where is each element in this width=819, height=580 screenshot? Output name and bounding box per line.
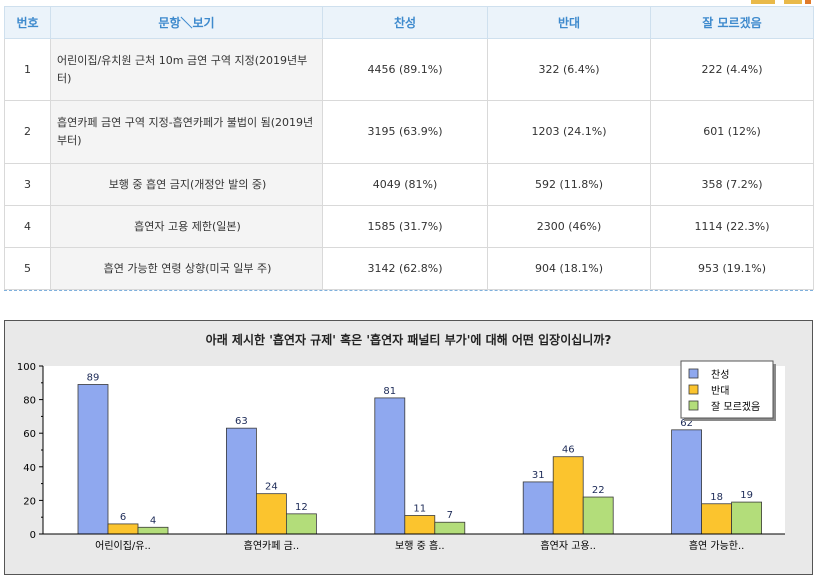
table-row: 3 보행 중 흡연 금지(개정안 발의 중) 4049 (81%) 592 (1… — [4, 163, 814, 206]
bar-value-label: 18 — [710, 492, 723, 503]
table-header-row: 번호 문항＼보기 찬성 반대 잘 모르겠음 — [4, 6, 814, 39]
header-unsure: 잘 모르겠음 — [650, 6, 814, 39]
survey-results-table: 번호 문항＼보기 찬성 반대 잘 모르겠음 1 어린이집/유치원 근처 10m … — [4, 6, 814, 290]
bar-chart: 0 20 40 60 80 100 89 6 4 어린이집/유.. 63 24 12 흡연카페 금.. 81… — [17, 360, 785, 552]
header-disagree: 반대 — [487, 6, 651, 39]
bar-value-label: 22 — [592, 485, 605, 496]
bar — [434, 521, 466, 535]
row-question: 흡연 가능한 연령 상향(미국 일부 주) — [50, 247, 323, 290]
legend-label: 찬성 — [711, 369, 729, 381]
table-row: 5 흡연 가능한 연령 상향(미국 일부 주) 3142 (62.8%) 904… — [4, 247, 814, 290]
bar — [671, 429, 702, 535]
row-unsure: 1114 (22.3%) — [650, 205, 814, 248]
x-category-label: 흡연 가능한.. — [689, 539, 745, 552]
bar — [522, 481, 554, 535]
bar — [255, 493, 287, 535]
row-number: 3 — [4, 163, 51, 206]
row-question: 흡연자 고용 제한(일본) — [50, 205, 323, 248]
bar — [701, 503, 732, 535]
y-tick-label: 0 — [30, 530, 36, 541]
bar — [374, 397, 406, 535]
x-category-label: 어린이집/유.. — [95, 540, 151, 552]
bar — [582, 496, 614, 535]
bar — [285, 513, 317, 535]
bar-value-label: 63 — [235, 416, 248, 427]
bar-value-label: 4 — [150, 515, 156, 526]
bar-value-label: 31 — [532, 470, 545, 481]
bar-value-label: 62 — [680, 418, 693, 429]
x-category-label: 보행 중 흡.. — [395, 539, 445, 552]
y-tick-label: 80 — [23, 396, 36, 407]
chart-title: 아래 제시한 '흡연자 규제' 혹은 '흡연자 패널티 부가'에 대해 어떤 입… — [205, 333, 612, 347]
row-unsure: 222 (4.4%) — [650, 38, 814, 101]
y-tick-label: 20 — [23, 496, 36, 507]
bar — [107, 523, 139, 535]
table-row: 4 흡연자 고용 제한(일본) 1585 (31.7%) 2300 (46%) … — [4, 205, 814, 248]
table-bottom-divider — [4, 290, 813, 291]
corner-decoration — [751, 0, 811, 4]
header-question: 문항＼보기 — [50, 6, 323, 39]
row-agree: 1585 (31.7%) — [322, 205, 488, 248]
row-number: 2 — [4, 100, 51, 164]
bar — [77, 384, 109, 535]
row-unsure: 953 (19.1%) — [650, 247, 814, 290]
row-question: 흡연카페 금연 구역 지정-흡연카페가 불법이 됨(2019년부터) — [50, 100, 323, 164]
legend-swatch — [688, 384, 699, 395]
row-unsure: 358 (7.2%) — [650, 163, 814, 206]
bar — [225, 427, 257, 535]
bar-value-label: 11 — [413, 504, 426, 515]
y-tick-label: 60 — [23, 429, 36, 440]
legend-label: 반대 — [711, 385, 729, 397]
row-agree: 4456 (89.1%) — [322, 38, 488, 101]
row-question: 어린이집/유치원 근처 10m 금연 구역 지정(2019년부터) — [50, 38, 323, 101]
bar-value-label: 12 — [295, 502, 308, 513]
y-tick-label: 40 — [23, 463, 36, 474]
bar-value-label: 19 — [740, 490, 753, 501]
row-disagree: 592 (11.8%) — [487, 163, 651, 206]
bar — [404, 515, 436, 535]
bar-value-label: 7 — [447, 510, 453, 521]
row-agree: 3195 (63.9%) — [322, 100, 488, 164]
row-number: 4 — [4, 205, 51, 248]
bar — [137, 526, 169, 535]
row-number: 1 — [4, 38, 51, 101]
bar-value-label: 24 — [265, 482, 278, 493]
legend-swatch — [688, 368, 699, 379]
row-unsure: 601 (12%) — [650, 100, 814, 164]
x-category-label: 흡연카페 금.. — [244, 539, 300, 552]
table-row: 2 흡연카페 금연 구역 지정-흡연카페가 불법이 됨(2019년부터) 319… — [4, 100, 814, 164]
row-disagree: 1203 (24.1%) — [487, 100, 651, 164]
bar — [731, 501, 762, 535]
row-number: 5 — [4, 247, 51, 290]
legend-label: 잘 모르겠음 — [711, 401, 760, 413]
header-agree: 찬성 — [322, 6, 488, 39]
y-tick-label: 100 — [17, 362, 36, 373]
row-agree: 3142 (62.8%) — [322, 247, 488, 290]
bar — [552, 456, 584, 535]
row-question: 보행 중 흡연 금지(개정안 발의 중) — [50, 163, 323, 206]
bar-value-label: 46 — [562, 445, 575, 456]
chart-panel: 아래 제시한 '흡연자 규제' 혹은 '흡연자 패널티 부가'에 대해 어떤 입… — [4, 320, 813, 575]
header-number: 번호 — [4, 6, 51, 39]
row-disagree: 904 (18.1%) — [487, 247, 651, 290]
bar-value-label: 6 — [120, 512, 126, 523]
x-category-label: 흡연자 고용.. — [540, 539, 596, 552]
table-row: 1 어린이집/유치원 근처 10m 금연 구역 지정(2019년부터) 4456… — [4, 38, 814, 101]
row-disagree: 2300 (46%) — [487, 205, 651, 248]
bar-value-label: 89 — [87, 372, 100, 383]
plot-area — [43, 366, 785, 534]
legend-swatch — [688, 400, 699, 411]
row-agree: 4049 (81%) — [322, 163, 488, 206]
row-disagree: 322 (6.4%) — [487, 38, 651, 101]
bar-value-label: 81 — [383, 386, 396, 397]
